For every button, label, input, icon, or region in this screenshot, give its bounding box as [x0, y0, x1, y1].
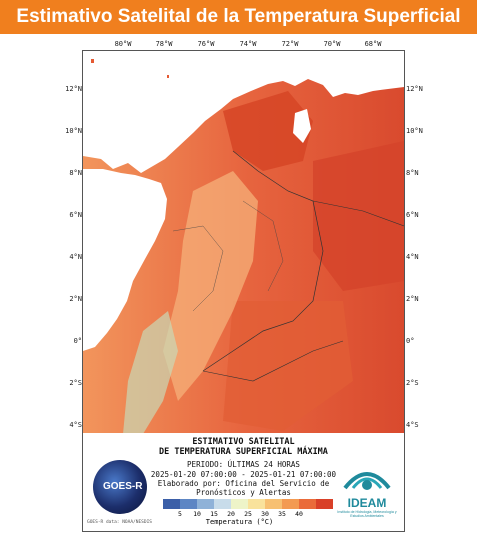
hot-region-amazon: [223, 301, 353, 431]
lat-label-10n: 10°N: [65, 127, 82, 135]
lat-label-2n: 2°N: [69, 295, 82, 303]
goes-logo: [93, 460, 147, 514]
legend-period: PERIODO: ÚLTIMAS 24 HORAS: [187, 460, 300, 469]
ecuador-highlands: [123, 311, 178, 434]
scale-swatch: [214, 499, 231, 509]
page-title: Estimativo Satelital de la Temperatura S…: [16, 6, 461, 27]
dept-line: [242, 200, 284, 292]
lat-label-8n: 8°N: [69, 169, 82, 177]
lon-label-70w: 70°W: [323, 40, 341, 48]
border-line-south: [202, 340, 344, 382]
scale-swatch: [180, 499, 197, 509]
border-line-venezuela: [312, 200, 404, 227]
scale-tick: 40: [295, 510, 303, 518]
island: [91, 59, 94, 63]
lat-label-4n: 4°N: [69, 253, 82, 261]
border-line: [202, 150, 324, 372]
scale-swatch: [316, 499, 333, 509]
island: [167, 75, 169, 78]
ideam-logo-name: IDEAM: [347, 496, 387, 510]
color-scale: [163, 499, 333, 509]
lon-label-68w: 68°W: [364, 40, 382, 48]
temperature-map: [82, 50, 405, 435]
goes-logo-text: GOES-R: [103, 481, 143, 492]
lat-label-2s: 2°S: [69, 379, 82, 387]
lat-label-2n-right: 2°N: [406, 295, 419, 303]
lat-label-6n-right: 6°N: [406, 211, 419, 219]
scale-swatch: [248, 499, 265, 509]
lat-label-0: 0°: [73, 337, 82, 345]
map-canvas: [83, 51, 404, 434]
dept-line: [172, 225, 224, 312]
lon-label-80w: 80°W: [114, 40, 132, 48]
lon-label-78w: 78°W: [155, 40, 173, 48]
legend-title-line1: ESTIMATIVO SATELITAL: [192, 437, 295, 447]
lat-label-10n-right: 10°N: [406, 127, 423, 135]
scale-tick: 35: [278, 510, 286, 518]
scale-swatch: [163, 499, 180, 509]
ideam-logo-icon: [343, 472, 391, 490]
scale-ticks: 5 10 15 20 25 30 35 40: [163, 510, 316, 518]
scale-tick: 10: [193, 510, 201, 518]
scale-tick: 15: [210, 510, 218, 518]
legend-panel: ESTIMATIVO SATELITAL DE TEMPERATURA SUPE…: [82, 433, 405, 532]
scale-swatch: [299, 499, 316, 509]
scale-swatch: [197, 499, 214, 509]
scale-tick: 5: [178, 510, 182, 518]
scale-tick: 25: [244, 510, 252, 518]
lat-label-4s-right: 4°S: [406, 421, 419, 429]
lat-label-4s: 4°S: [69, 421, 82, 429]
legend-elaborated-1: Elaborado por: Oficina del Servicio de: [157, 479, 330, 488]
scale-swatch: [282, 499, 299, 509]
scale-swatch: [265, 499, 282, 509]
ideam-logo-subtitle: Instituto de Hidrología, Meteorología y …: [337, 510, 397, 518]
scale-label: Temperatura (°C): [205, 518, 274, 526]
legend-date-range: 2025-01-20 07:00:00 - 2025-01-21 07:00:0…: [150, 470, 337, 479]
lat-label-0-right: 0°: [406, 337, 415, 345]
lat-label-12n: 12°N: [65, 85, 82, 93]
andes-cool-band: [163, 171, 258, 401]
lake-maracaibo: [293, 109, 311, 143]
scale-tick: 20: [227, 510, 235, 518]
lon-label-76w: 76°W: [197, 40, 215, 48]
legend-elaborated-2: Pronósticos y Alertas: [196, 488, 291, 497]
lat-label-12n-right: 12°N: [406, 85, 423, 93]
lat-label-8n-right: 8°N: [406, 169, 419, 177]
goes-credit: GOES-R data: NOAA/NESDIS: [87, 520, 153, 525]
lat-label-6n: 6°N: [69, 211, 82, 219]
lon-label-74w: 74°W: [239, 40, 257, 48]
title-banner: [0, 0, 477, 34]
hot-region-north: [223, 91, 313, 171]
legend-title-line2: DE TEMPERATURA SUPERFICIAL MÁXIMA: [159, 447, 328, 457]
scale-swatch: [231, 499, 248, 509]
lon-label-72w: 72°W: [281, 40, 299, 48]
hot-region-llanos: [313, 141, 404, 291]
lat-label-4n-right: 4°N: [406, 253, 419, 261]
lat-label-2s-right: 2°S: [406, 379, 419, 387]
scale-tick: 30: [261, 510, 269, 518]
